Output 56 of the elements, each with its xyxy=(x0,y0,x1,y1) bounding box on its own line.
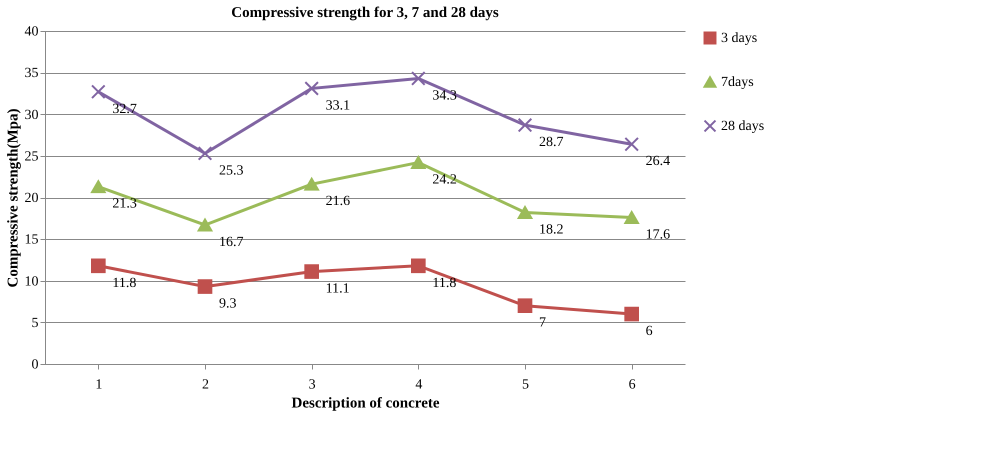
point xyxy=(624,306,639,322)
point xyxy=(304,178,319,191)
y-tick-label: 35 xyxy=(24,66,38,82)
point xyxy=(304,81,319,96)
data-label: 34.3 xyxy=(432,88,457,104)
point xyxy=(304,264,319,279)
data-label: 11.8 xyxy=(112,276,136,291)
point xyxy=(91,180,106,194)
point xyxy=(198,146,212,161)
y-tick-label: 40 xyxy=(24,24,38,40)
point xyxy=(411,258,426,274)
point xyxy=(518,298,532,314)
y-tick-label: 15 xyxy=(24,232,38,248)
point xyxy=(198,279,212,294)
y-tick-label: 30 xyxy=(24,108,38,123)
data-label: 6 xyxy=(646,324,653,340)
data-label: 25.3 xyxy=(219,163,244,178)
x-tick-label: 5 xyxy=(522,378,529,392)
point xyxy=(518,206,532,219)
y-axis-title: Compressive strength(Mpa) xyxy=(6,108,22,288)
x-tick-label: 2 xyxy=(202,378,209,392)
legend-label: 3 days xyxy=(721,31,758,46)
data-label: 26.4 xyxy=(646,154,670,170)
data-label: 17.6 xyxy=(646,227,670,242)
data-label: 21.6 xyxy=(326,194,350,210)
y-tick-label: 20 xyxy=(24,191,38,206)
x-tick-label: 3 xyxy=(308,378,316,392)
y-tick-label: 10 xyxy=(24,274,38,290)
legend-label: 28 days xyxy=(721,119,764,134)
data-label: 21.3 xyxy=(112,196,137,212)
point xyxy=(411,156,426,170)
x-tick-label: 4 xyxy=(415,378,422,392)
point xyxy=(91,258,106,274)
data-label: 11.1 xyxy=(326,282,350,297)
x-axis-title: Description of concrete xyxy=(291,396,440,412)
data-label: 16.7 xyxy=(219,234,244,250)
data-label: 18.2 xyxy=(539,222,564,238)
data-label: 33.1 xyxy=(326,98,350,114)
legend-label: 7days xyxy=(721,75,754,90)
point xyxy=(411,71,426,86)
y-tick-label: 5 xyxy=(32,316,38,331)
x-tick-label: 6 xyxy=(628,378,636,392)
data-label: 11.8 xyxy=(432,276,456,291)
data-label: 9.3 xyxy=(219,296,236,312)
point xyxy=(624,211,639,224)
x-tick-label: 1 xyxy=(95,378,102,392)
y-tick-label: 25 xyxy=(24,149,38,164)
data-label: 28.7 xyxy=(539,135,564,150)
point xyxy=(198,218,212,232)
y-tick-label: 0 xyxy=(32,358,38,372)
point xyxy=(518,118,532,132)
chart-title: Compressive strength for 3, 7 and 28 days xyxy=(231,5,499,21)
point xyxy=(91,84,106,100)
point xyxy=(624,136,639,152)
data-label: 24.2 xyxy=(432,172,457,188)
data-label: 7 xyxy=(539,316,546,331)
